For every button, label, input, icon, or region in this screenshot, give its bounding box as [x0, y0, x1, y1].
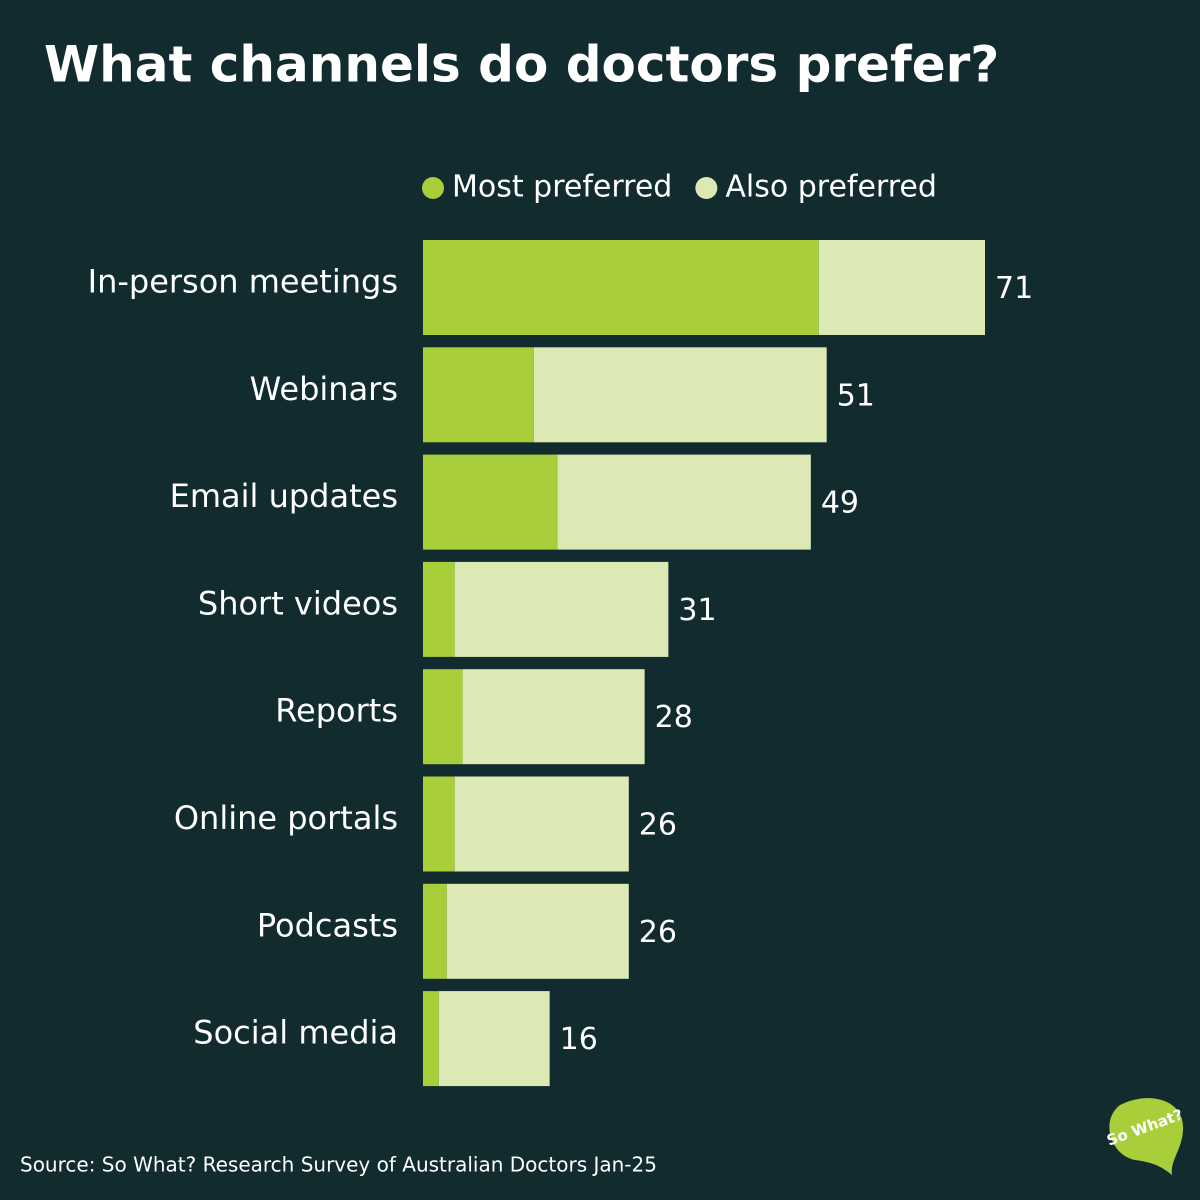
- bar-segment: [557, 454, 811, 550]
- total-label: 28: [655, 700, 693, 735]
- total-label: 71: [995, 271, 1033, 306]
- bar-segment: [423, 669, 463, 765]
- category-label: Social media: [193, 1014, 398, 1052]
- bar-segment: [423, 883, 447, 979]
- bar-segment: [454, 776, 629, 872]
- bar-segment: [423, 991, 439, 1087]
- total-label: 51: [837, 378, 875, 413]
- total-label: 26: [639, 808, 677, 843]
- bar-segment: [423, 454, 558, 550]
- bar-segment: [818, 240, 985, 335]
- legend-swatch: [422, 177, 444, 199]
- bar-segment: [438, 991, 550, 1087]
- legend-swatch: [695, 177, 718, 199]
- category-label: Webinars: [250, 370, 398, 408]
- legend-label: Most preferred: [452, 170, 672, 205]
- chart-title: What channels do doctors prefer?: [44, 36, 999, 94]
- bar-segment: [423, 240, 819, 335]
- logo-shape: [1109, 1098, 1184, 1175]
- total-label: 26: [639, 915, 677, 950]
- bar-segment: [423, 776, 455, 872]
- source: Source: So What? Research Survey of Aust…: [20, 1153, 657, 1177]
- bar-segment: [423, 561, 455, 657]
- total-label: 31: [678, 593, 716, 628]
- bar-segment: [462, 669, 645, 765]
- bar-segment: [533, 347, 827, 443]
- total-label: 49: [821, 486, 859, 521]
- logo: So What?: [1104, 1098, 1185, 1175]
- category-label: Short videos: [198, 584, 398, 622]
- category-label: In-person meetings: [88, 263, 398, 301]
- total-label: 16: [560, 1022, 598, 1057]
- bar-segment: [446, 883, 629, 979]
- bar-segment: [454, 561, 669, 657]
- category-label: Podcasts: [257, 906, 398, 944]
- legend-label: Also preferred: [725, 170, 937, 205]
- bar-segment: [423, 347, 534, 443]
- category-label: Online portals: [174, 799, 398, 837]
- category-label: Email updates: [170, 477, 398, 515]
- category-label: Reports: [275, 692, 398, 730]
